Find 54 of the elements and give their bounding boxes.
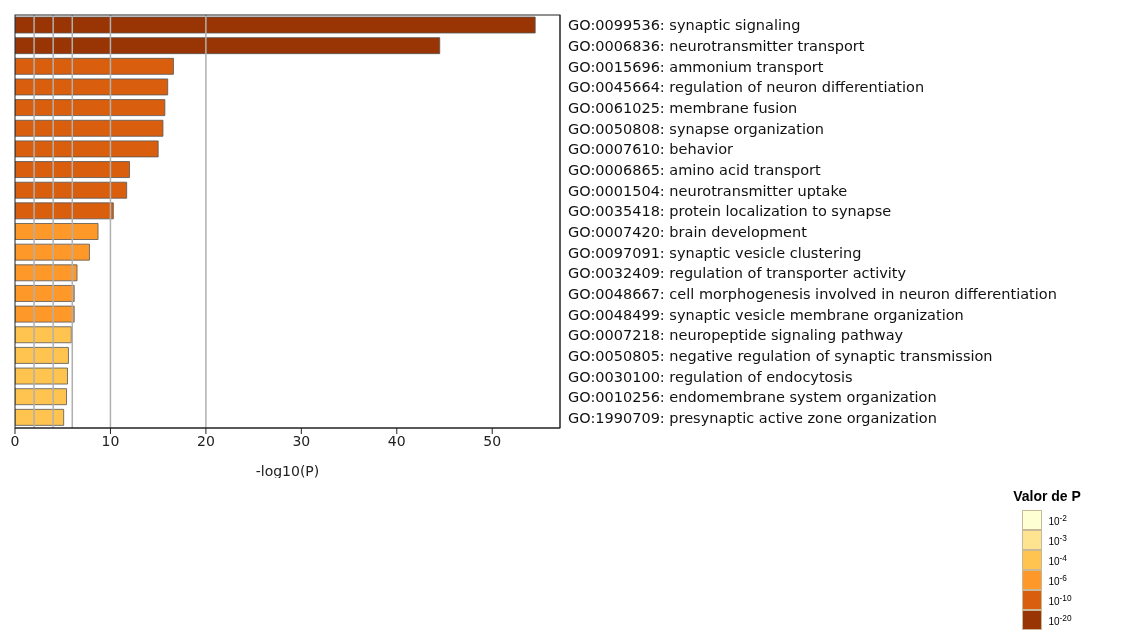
- y-tick-label: GO:0006865: amino acid transport: [568, 162, 822, 179]
- y-tick-label: GO:0032409: regulation of transporter activity: [568, 265, 907, 282]
- y-tick-label: GO:1990709: presynaptic active zone organization: [568, 409, 937, 426]
- bar: [15, 99, 166, 116]
- y-tick-label: GO:0050805: negative regulation of synaptic transmission: [568, 347, 993, 364]
- y-tick-label: GO:0007610: behavior: [568, 141, 734, 158]
- bar: [15, 367, 68, 385]
- x-axis-title: -log10(P): [255, 463, 320, 479]
- legend-label: 10$^{-3}$: [1048, 532, 1067, 548]
- legend-label: 10$^{-10}$: [1048, 592, 1072, 608]
- y-tick-label: GO:0099536: synaptic signaling: [568, 17, 801, 34]
- legend-label: 10$^{-2}$: [1048, 512, 1067, 528]
- y-tick-label: GO:0001504: neurotransmitter uptake: [568, 182, 848, 199]
- bar: [15, 16, 536, 34]
- y-tick-label: GO:0050808: synapse organization: [568, 120, 825, 137]
- y-tick-label: GO:0007218: neuropeptide signaling pathway: [568, 327, 904, 344]
- y-tick-label: GO:0006836: neurotransmitter transport: [568, 38, 865, 55]
- bar: [15, 388, 67, 406]
- y-tick-label: GO:0030100: regulation of endocytosis: [568, 368, 853, 385]
- legend-label: 10$^{-20}$: [1048, 612, 1072, 628]
- x-tick-label: 20: [196, 432, 215, 449]
- y-tick-label: GO:0015696: ammonium transport: [568, 58, 824, 75]
- bar: [15, 285, 75, 302]
- y-tick-label: GO:0010256: endomembrane system organization: [568, 389, 937, 406]
- bar: [15, 202, 114, 220]
- bar: [15, 243, 90, 261]
- x-tick-label: 50: [483, 432, 502, 449]
- legend-label: 10$^{-4}$: [1048, 552, 1067, 568]
- y-tick-label: GO:0048667: cell morphogenesis involved in neuron differentiation: [568, 285, 1057, 302]
- bar: [15, 326, 72, 344]
- bar: [15, 223, 99, 240]
- bar: [15, 57, 174, 75]
- y-tick-label: GO:0097091: synaptic vesicle clustering: [568, 244, 862, 261]
- x-tick-label: 30: [292, 432, 311, 449]
- x-tick-label: 0: [10, 432, 20, 449]
- bar: [15, 305, 75, 323]
- bar: [15, 37, 441, 55]
- x-tick-label: 40: [387, 432, 406, 449]
- x-tick-label: 10: [101, 432, 120, 449]
- y-tick-label: GO:0048499: synaptic vesicle membrane organization: [568, 306, 964, 323]
- legend-label: 10$^{-6}$: [1048, 572, 1067, 588]
- bar: [15, 161, 130, 178]
- bar: [15, 140, 159, 158]
- y-tick-label: GO:0045664: regulation of neuron differentiation: [568, 79, 925, 96]
- bar: [15, 119, 164, 137]
- bar: [15, 408, 65, 426]
- y-tick-label: GO:0007420: brain development: [568, 223, 808, 240]
- bar: [15, 347, 69, 364]
- y-tick-label: GO:0061025: membrane fusion: [568, 100, 798, 117]
- bar: [15, 78, 169, 96]
- legend-title: Valor de P: [1012, 488, 1082, 504]
- bar: [15, 264, 78, 282]
- bar: [15, 181, 128, 199]
- y-tick-label: GO:0035418: protein localization to synapse: [568, 203, 892, 220]
